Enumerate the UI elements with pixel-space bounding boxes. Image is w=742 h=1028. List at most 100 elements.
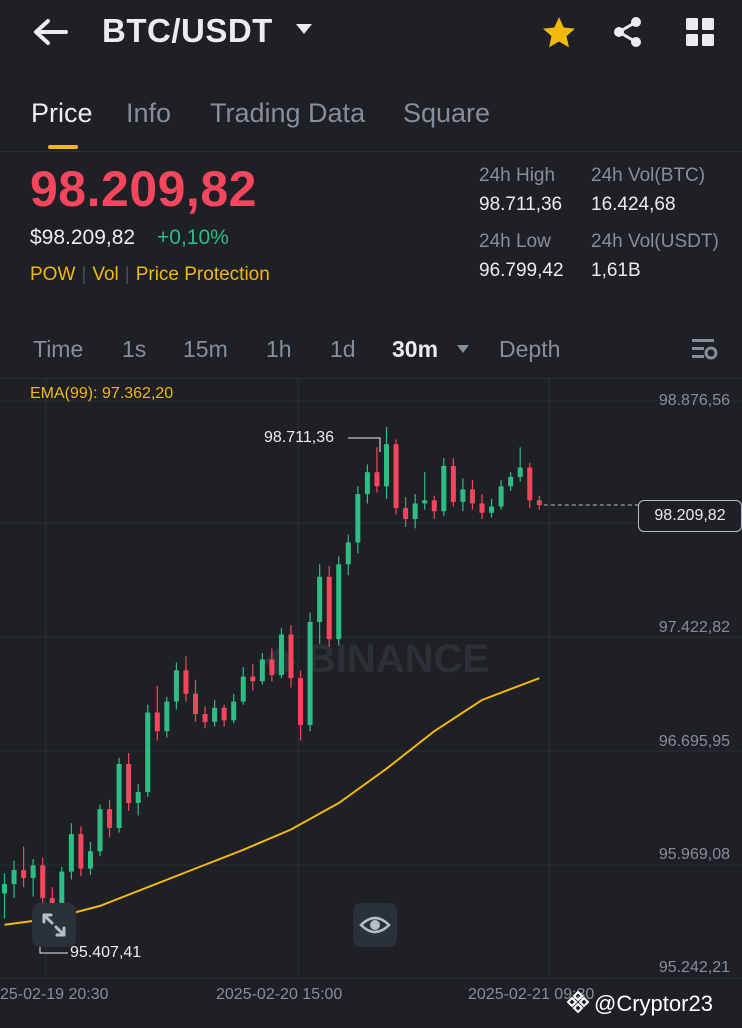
expand-icon [42, 913, 66, 937]
toggle-indicators-button[interactable] [353, 903, 397, 947]
candle-body [221, 707, 227, 721]
share-icon[interactable] [610, 14, 646, 50]
timeframe-15m[interactable]: 15m [183, 336, 228, 362]
high-marker-leader [348, 437, 381, 452]
timeframe-1d[interactable]: 1d [330, 336, 356, 362]
timeframe-1h[interactable]: 1h [266, 336, 292, 362]
candle-body [508, 476, 514, 487]
candle-body [441, 465, 447, 512]
candlestick-chart[interactable]: ◆ BINANCE [0, 378, 742, 1028]
timeframe-depth[interactable]: Depth [499, 336, 561, 362]
candle-body [489, 506, 495, 513]
trading-pair-title[interactable]: BTC/USDT [102, 12, 273, 49]
watermark-username: @Cryptor23 [594, 991, 713, 1016]
x-axis-tick: 2025-02-21 09:30 [468, 986, 595, 1003]
candle-body [450, 465, 456, 502]
timeframe-bar: Time 1s 15m 1h 1d 30m Depth [0, 326, 742, 372]
stat-24h-high-value: 98.711,36 [479, 194, 563, 215]
grid-menu-icon[interactable] [684, 16, 716, 48]
low-price-marker: 95.407,41 [70, 944, 142, 961]
tag-pow[interactable]: POW [30, 264, 76, 285]
high-price-marker: 98.711,36 [264, 429, 334, 446]
fullscreen-button[interactable] [32, 903, 76, 947]
tab-trading-data[interactable]: Trading Data [210, 98, 366, 128]
candle-body [345, 542, 351, 565]
timeframe-30m[interactable]: 30m [392, 336, 439, 362]
tag-row: POW | Vol | Price Protection [30, 264, 270, 285]
y-axis-tick: 95.969,08 [658, 846, 730, 863]
candle-body [326, 576, 332, 640]
eye-icon [359, 916, 391, 934]
y-axis-tick: 95.242,21 [658, 959, 730, 976]
ema-line [4, 677, 540, 926]
candle-body [460, 489, 466, 502]
candle-body [469, 489, 475, 504]
candle-body [231, 701, 237, 721]
stat-24h-low-label: 24h Low [479, 231, 551, 252]
timeframe-1s[interactable]: 1s [122, 336, 147, 362]
candle-body [11, 870, 17, 885]
candle-body [126, 763, 132, 803]
caret-down-icon[interactable] [456, 344, 470, 354]
current-price-marker: 98.209,82 [638, 500, 742, 532]
stat-24h-vol-usdt-value: 1,61B [591, 260, 641, 281]
candle-body [269, 659, 275, 676]
candle-body [259, 659, 265, 682]
timeframe-time[interactable]: Time [33, 336, 84, 362]
candle-body [183, 670, 189, 694]
candle-body [30, 865, 36, 878]
tag-price-protection[interactable]: Price Protection [135, 264, 270, 285]
tab-square[interactable]: Square [403, 98, 491, 128]
candle-body [193, 693, 198, 715]
candle-body [536, 500, 542, 506]
chart-settings-icon[interactable] [690, 336, 718, 362]
candle-body [154, 712, 160, 732]
usd-price: $98.209,82 [30, 226, 136, 249]
watermark: @Cryptor23 [566, 990, 713, 1017]
tag-vol[interactable]: Vol [92, 264, 119, 285]
candle-body [107, 809, 113, 828]
candle-body [422, 500, 428, 504]
x-axis-tick: 2025-02-20 15:00 [216, 986, 343, 1003]
y-axis-tick: 97.422,82 [658, 619, 730, 636]
candle-body [393, 444, 399, 509]
chart-top-divider [0, 378, 742, 379]
stat-24h-vol-btc-label: 24h Vol(BTC) [591, 165, 706, 186]
candle-body [336, 564, 342, 640]
candle-body [317, 576, 323, 622]
tab-info[interactable]: Info [126, 98, 172, 128]
active-tab-indicator [48, 145, 78, 149]
back-arrow-icon[interactable] [30, 14, 70, 50]
candle-body [431, 500, 437, 512]
caret-down-icon[interactable] [294, 22, 314, 36]
binance-logo-icon [566, 990, 590, 1014]
y-axis-tick: 96.695,95 [658, 733, 730, 750]
tab-price[interactable]: Price [31, 98, 93, 128]
x-axis-tick: 25-02-19 20:30 [0, 986, 109, 1003]
candle-body [173, 670, 179, 702]
candle-body [403, 508, 409, 520]
candle-body [479, 503, 485, 513]
candle-body [116, 763, 122, 828]
candle-body [384, 444, 389, 487]
candle-body [87, 851, 93, 869]
candle-body [40, 865, 46, 899]
candle-body [374, 472, 380, 487]
candle-body [97, 809, 103, 852]
y-axis-tick: 98.876,56 [658, 392, 730, 409]
candle-body [517, 467, 523, 477]
price-change-percent: +0,10% [157, 226, 229, 249]
candle-body [164, 701, 170, 732]
favorite-star-icon[interactable] [540, 14, 578, 52]
stat-24h-vol-btc-value: 16.424,68 [591, 194, 676, 215]
main-tabs: Price Info Trading Data Square [0, 90, 742, 152]
candle-body [412, 503, 418, 520]
candle-body [307, 621, 313, 725]
last-price: 98.209,82 [30, 161, 257, 217]
candle-body [202, 714, 208, 722]
stat-24h-high-label: 24h High [479, 165, 556, 186]
candle-body [145, 712, 151, 793]
candle-body [135, 792, 141, 803]
stat-24h-low-value: 96.799,42 [479, 260, 564, 281]
candle-body [278, 634, 284, 676]
